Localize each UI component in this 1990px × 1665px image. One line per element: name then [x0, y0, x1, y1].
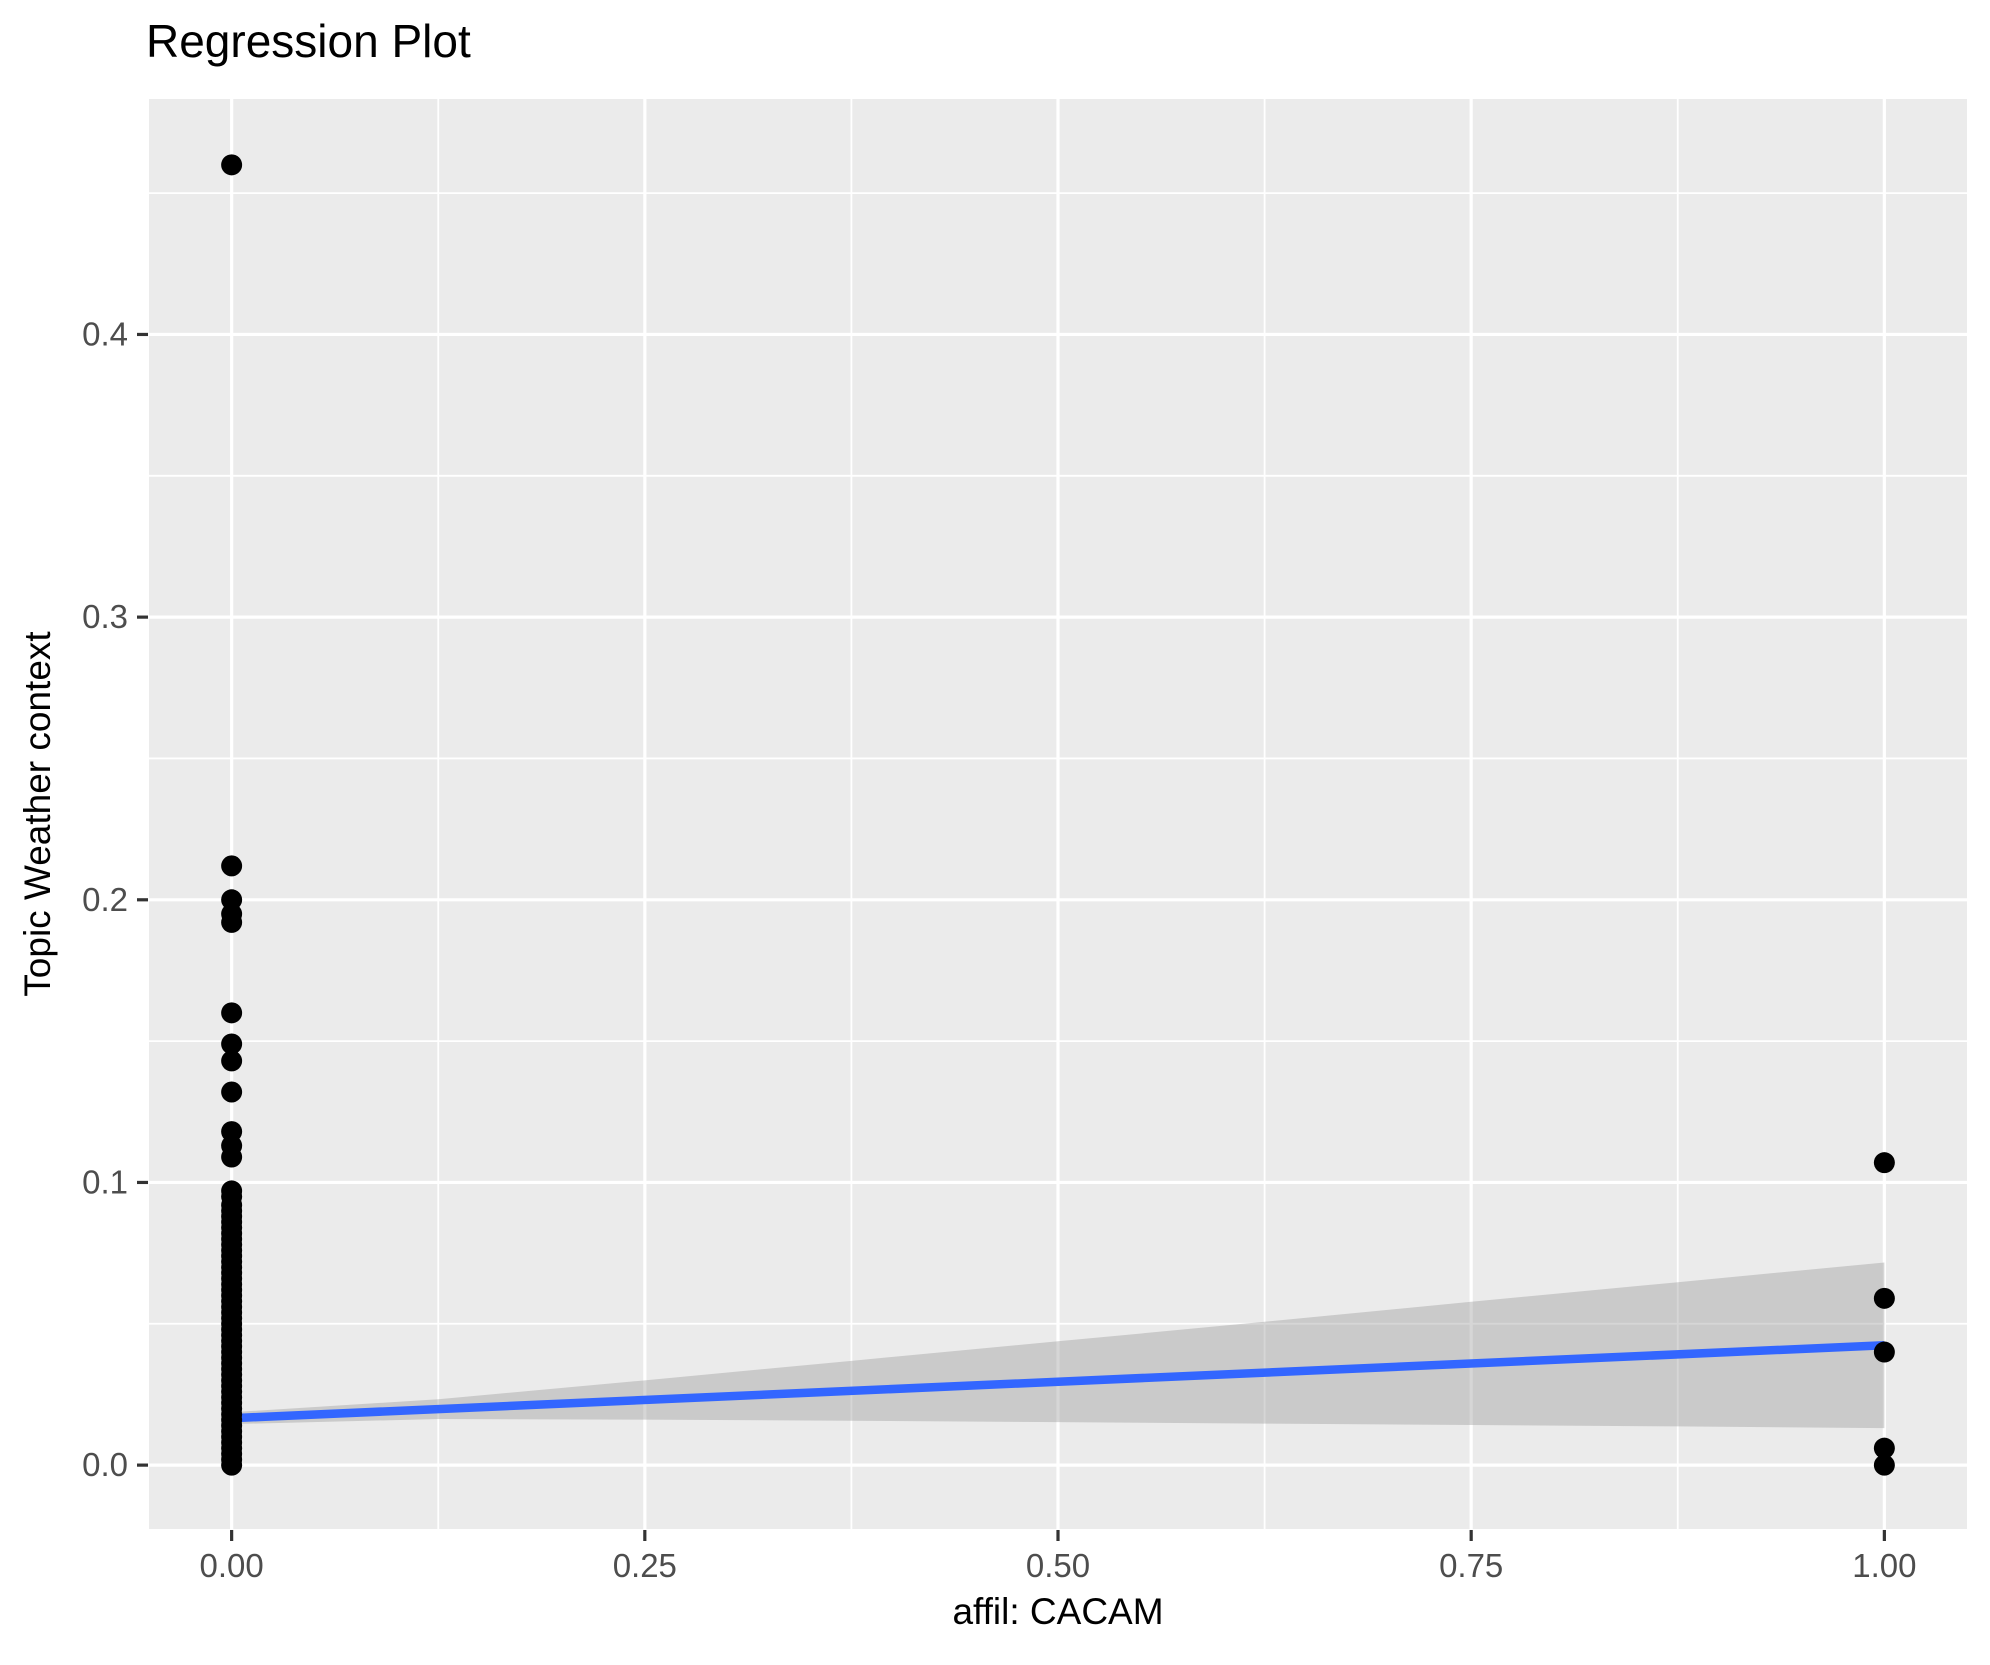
- data-point: [1873, 1341, 1895, 1363]
- x-tick-label: 0.75: [1439, 1547, 1503, 1584]
- data-point: [221, 855, 243, 877]
- y-tick-label: 0.2: [82, 881, 128, 918]
- data-point: [1873, 1437, 1895, 1459]
- y-tick-label: 0.4: [82, 315, 128, 352]
- data-point: [221, 1454, 243, 1476]
- x-tick-label: 0.00: [200, 1547, 264, 1584]
- data-point: [221, 1033, 243, 1055]
- data-point: [221, 1002, 243, 1024]
- y-tick-label: 0.3: [82, 598, 128, 635]
- x-tick-label: 0.25: [613, 1547, 677, 1584]
- data-point: [1873, 1287, 1895, 1309]
- confidence-band: [231, 1262, 1885, 1429]
- y-tick-label: 0.1: [82, 1163, 128, 1200]
- data-point: [221, 911, 243, 933]
- x-tick-label: 1.00: [1852, 1547, 1916, 1584]
- data-point: [1873, 1454, 1895, 1476]
- data-point: [221, 1146, 243, 1168]
- x-tick-label: 0.50: [1026, 1547, 1090, 1584]
- data-point: [221, 1081, 243, 1103]
- data-point: [221, 1050, 243, 1072]
- y-tick-label: 0.0: [82, 1446, 128, 1483]
- data-point: [1873, 1152, 1895, 1174]
- plot-title: Regression Plot: [146, 15, 471, 67]
- y-axis-title: Topic Weather context: [17, 631, 58, 997]
- regression-line: [231, 1341, 1885, 1423]
- x-axis-title: affil: CACAM: [952, 1591, 1164, 1632]
- data-point: [221, 154, 243, 176]
